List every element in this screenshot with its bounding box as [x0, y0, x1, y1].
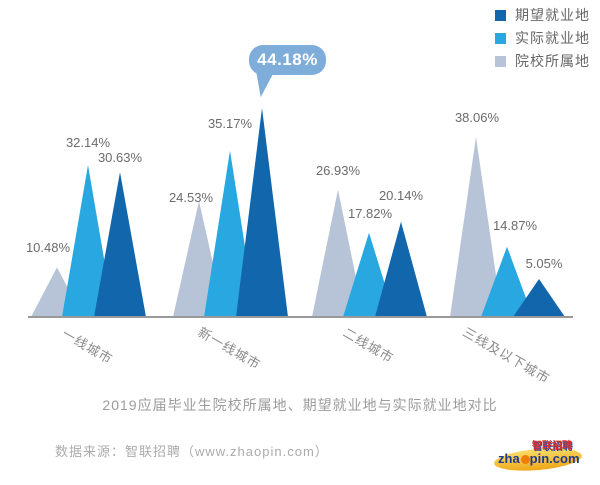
logo-wordmark: zha pin.com [498, 451, 580, 466]
value-label-院校所属地-二线城市: 26.93% [315, 162, 361, 178]
logo-wordmark-left: zha [498, 451, 520, 466]
value-label-实际就业地-新一线城市: 35.17% [207, 115, 253, 131]
legend-label: 期望就业地 [515, 7, 590, 23]
legend-item-school: 院校所属地 [495, 53, 590, 69]
logo-wordmark-right: pin.com [529, 451, 580, 466]
value-label-期望就业地-三线及以下城市: 5.05% [525, 256, 563, 271]
peak-实际就业地-三线及以下城市 [481, 246, 533, 317]
logo-chinese-text: 智联招聘 [532, 441, 572, 452]
legend: 期望就业地 实际就业地 院校所属地 [495, 7, 590, 77]
legend-label: 实际就业地 [515, 30, 590, 46]
value-label-期望就业地-一线城市: 30.63% [97, 150, 143, 166]
value-label-院校所属地-一线城市: 10.48% [25, 240, 71, 256]
value-label-院校所属地-新一线城市: 24.53% [168, 189, 214, 205]
callout-bubble: 44.18% [249, 45, 326, 75]
peak-期望就业地-二线城市 [375, 221, 427, 317]
value-label-实际就业地-一线城市: 32.14% [65, 134, 111, 150]
peak-院校所属地-二线城市 [312, 189, 364, 317]
legend-swatch-actual [495, 32, 506, 44]
zhaopin-logo: 智联招聘 zha pin.com [492, 436, 587, 480]
value-label-期望就业地-二线城市: 20.14% [378, 187, 424, 203]
chart-title: 2019应届毕业生院校所属地、期望就业地与实际就业地对比 [102, 397, 498, 413]
peak-院校所属地-三线及以下城市 [450, 137, 502, 317]
legend-item-expected: 期望就业地 [495, 7, 590, 23]
callout-tail [256, 71, 276, 98]
value-label-院校所属地-三线及以下城市: 38.06% [454, 109, 500, 125]
peak-期望就业地-新一线城市 [236, 108, 288, 317]
peak-期望就业地-一线城市 [94, 172, 146, 317]
peak-期望就业地-三线及以下城市 [513, 279, 565, 317]
legend-label: 院校所属地 [515, 53, 590, 69]
value-label-实际就业地-三线及以下城市: 14.87% [492, 217, 538, 233]
value-label-实际就业地-二线城市: 17.82% [347, 205, 393, 221]
logo-orange-dot-icon [520, 455, 530, 464]
legend-swatch-expected [495, 9, 506, 21]
legend-item-actual: 实际就业地 [495, 30, 590, 46]
legend-swatch-school [495, 55, 506, 67]
source-note: 数据来源：智联招聘（www.zhaopin.com） [55, 444, 329, 459]
